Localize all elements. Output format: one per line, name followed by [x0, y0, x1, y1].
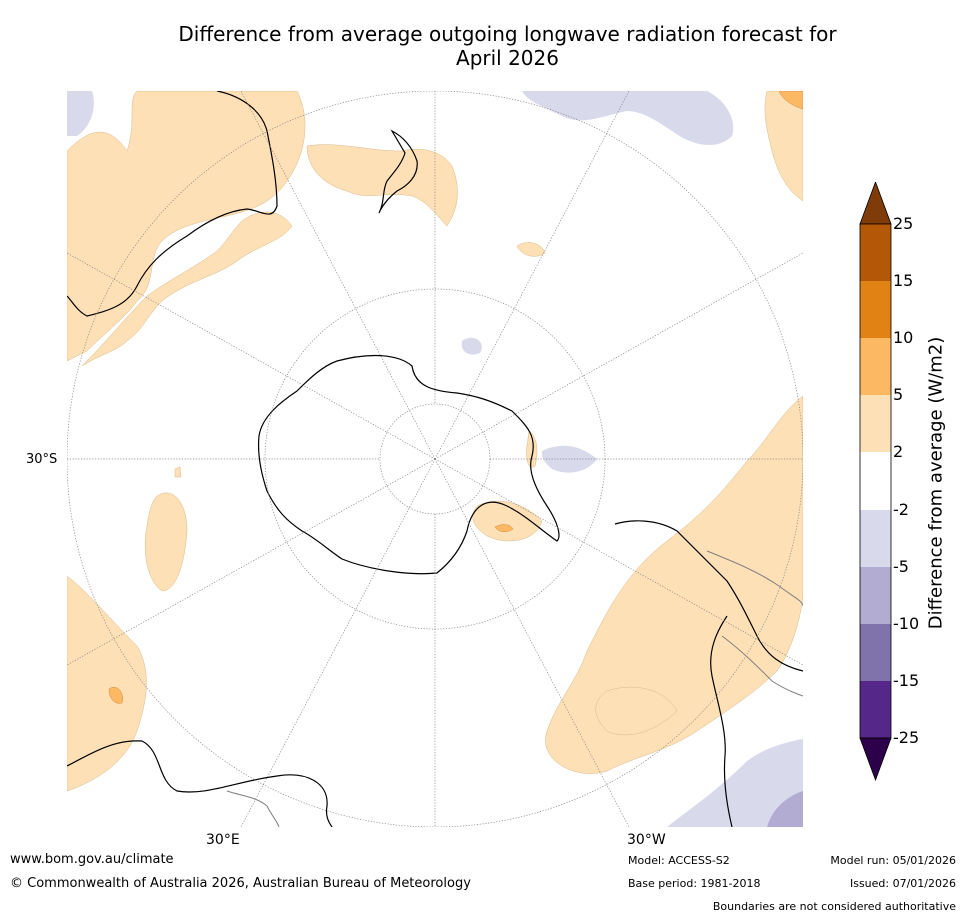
anomaly-south-america-2 [595, 686, 678, 736]
colorbar-band-5-10 [860, 338, 891, 395]
map-canvas [67, 91, 803, 827]
neg-anomaly-pacific-2 [461, 337, 482, 355]
title-line-2: April 2026 [456, 46, 559, 70]
colorbar-band-10-15 [860, 281, 891, 338]
title-line-1: Difference from average outgoing longwav… [178, 22, 837, 46]
colorbar-band-m10-m5 [860, 567, 891, 624]
footer-base-period: Base period: 1981-2018 [628, 877, 761, 890]
anomaly-pacific-2 [764, 91, 803, 202]
colorbar-label-m10: -10 [893, 614, 920, 633]
neg-anomaly-atlantic-core [767, 791, 803, 827]
neg-anomaly-pacific-1 [522, 91, 734, 146]
colorbar-band-m15-m10 [860, 624, 891, 681]
africa-coast [67, 740, 333, 827]
anomaly-africa-core [108, 687, 123, 704]
lon-label-30w: 30°W [627, 832, 666, 848]
footer-model-run: Model run: 05/01/2026 [830, 854, 956, 867]
anomaly-weddell [526, 430, 538, 468]
colorbar-title: Difference from average (W/m2) [925, 336, 947, 630]
anomaly-antarctic-peninsula-core [494, 524, 514, 532]
footer-disclaimer: Boundaries are not considered authoritat… [712, 900, 956, 913]
colorbar-band-2-5 [860, 395, 891, 452]
anomaly-pacific-3 [778, 91, 803, 110]
footer-copyright: © Commonwealth of Australia 2026, Austra… [10, 876, 471, 891]
country-boundaries [226, 550, 803, 827]
colorbar-label-m25: -25 [893, 728, 920, 747]
anomaly-pacific-1 [516, 242, 546, 257]
colorbar-label-m2: -2 [893, 500, 909, 519]
antarctica-coast [257, 354, 560, 575]
colorbar-band-m25-m15 [860, 681, 891, 738]
colorbar-band-15-25 [860, 224, 891, 281]
neg-anomaly-atlantic [667, 739, 803, 827]
colorbar-label-10: 10 [893, 328, 914, 347]
new-zealand-coast [378, 129, 418, 214]
chart-title: Difference from average outgoing longwav… [70, 22, 945, 70]
colorbar-band-neutral [860, 452, 891, 510]
lon-label-30e: 30°E [206, 832, 240, 848]
anomaly-antarctic-peninsula [472, 500, 543, 542]
anomaly-south-america [545, 395, 803, 774]
footer-website[interactable]: www.bom.gov.au/climate [10, 852, 174, 867]
anomaly-indian-ocean [144, 492, 188, 592]
colorbar-label-5: 5 [893, 385, 904, 404]
footer-issued: Issued: 07/01/2026 [849, 877, 956, 890]
south-america-coast [614, 520, 803, 672]
colorbar-label-m5: -5 [893, 557, 909, 576]
colorbar-label-15: 15 [893, 271, 914, 290]
colorbar-label-25: 25 [893, 214, 914, 233]
colorbar-extend-top [859, 182, 892, 225]
neg-anomaly-west [67, 91, 94, 136]
colorbar-extend-bottom [859, 737, 892, 782]
colorbar [859, 182, 892, 782]
lat-label-30s: 30°S [26, 452, 58, 467]
south-america-coast-2 [710, 615, 733, 827]
colorbar-band-m5-m2 [860, 510, 891, 567]
anomaly-africa [67, 575, 147, 792]
footer-model: Model: ACCESS-S2 [628, 854, 730, 867]
graticule [67, 91, 803, 827]
polar-map [67, 91, 803, 827]
anomaly-new-zealand [306, 144, 458, 227]
anomaly-small-1 [174, 466, 182, 478]
anomaly-australia-south [81, 211, 293, 367]
colorbar-label-2: 2 [893, 442, 904, 461]
colorbar-label-m15: -15 [893, 671, 920, 690]
